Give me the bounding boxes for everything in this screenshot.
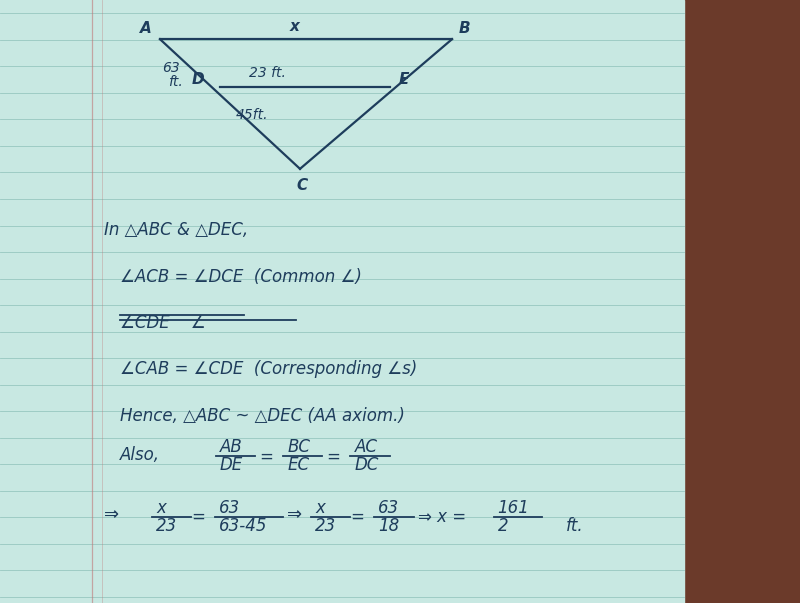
Text: x: x xyxy=(290,19,300,34)
Text: ∠ACB = ∠DCE  (Common ∠): ∠ACB = ∠DCE (Common ∠) xyxy=(120,268,362,286)
Text: 2: 2 xyxy=(498,517,508,535)
Text: ⇒ x =: ⇒ x = xyxy=(418,508,466,526)
Text: A: A xyxy=(140,21,152,36)
Bar xyxy=(0,0,684,603)
Text: 63-45: 63-45 xyxy=(219,517,268,535)
Text: AC: AC xyxy=(354,438,378,456)
Text: C: C xyxy=(296,178,307,193)
Text: 23: 23 xyxy=(156,517,178,535)
Text: ∠CAB = ∠CDE  (Corresponding ∠s): ∠CAB = ∠CDE (Corresponding ∠s) xyxy=(120,361,418,379)
Text: DE: DE xyxy=(220,456,243,475)
Text: 63: 63 xyxy=(219,499,241,517)
Text: EC: EC xyxy=(287,456,310,475)
Text: 45ft.: 45ft. xyxy=(236,108,269,122)
Text: BC: BC xyxy=(287,438,310,456)
Text: In △ABC & △DEC,: In △ABC & △DEC, xyxy=(104,221,248,239)
Text: =: = xyxy=(350,508,364,526)
Text: D: D xyxy=(192,72,205,87)
Text: B: B xyxy=(458,21,470,36)
Text: 18: 18 xyxy=(378,517,400,535)
Text: 23: 23 xyxy=(315,517,337,535)
Text: AB: AB xyxy=(220,438,242,456)
Text: ft.: ft. xyxy=(168,75,182,89)
Text: 63: 63 xyxy=(162,62,180,75)
Text: x: x xyxy=(156,499,166,517)
Text: x: x xyxy=(315,499,325,517)
Text: 23 ft.: 23 ft. xyxy=(250,66,286,80)
Bar xyxy=(684,0,800,603)
Text: =: = xyxy=(326,447,340,466)
Text: ∠CDE    ∠: ∠CDE ∠ xyxy=(120,314,206,332)
Text: E: E xyxy=(398,72,409,87)
Text: ⇒: ⇒ xyxy=(287,507,302,525)
Text: ⇒: ⇒ xyxy=(104,507,119,525)
Text: Hence, △ABC ~ △DEC (AA axiom.): Hence, △ABC ~ △DEC (AA axiom.) xyxy=(120,407,405,425)
Text: ft.: ft. xyxy=(566,517,583,535)
Text: =: = xyxy=(259,447,273,466)
Text: =: = xyxy=(191,508,205,526)
Text: 161: 161 xyxy=(498,499,530,517)
Text: 63: 63 xyxy=(378,499,400,517)
Text: DC: DC xyxy=(354,456,378,475)
Text: Also,: Also, xyxy=(120,446,160,464)
